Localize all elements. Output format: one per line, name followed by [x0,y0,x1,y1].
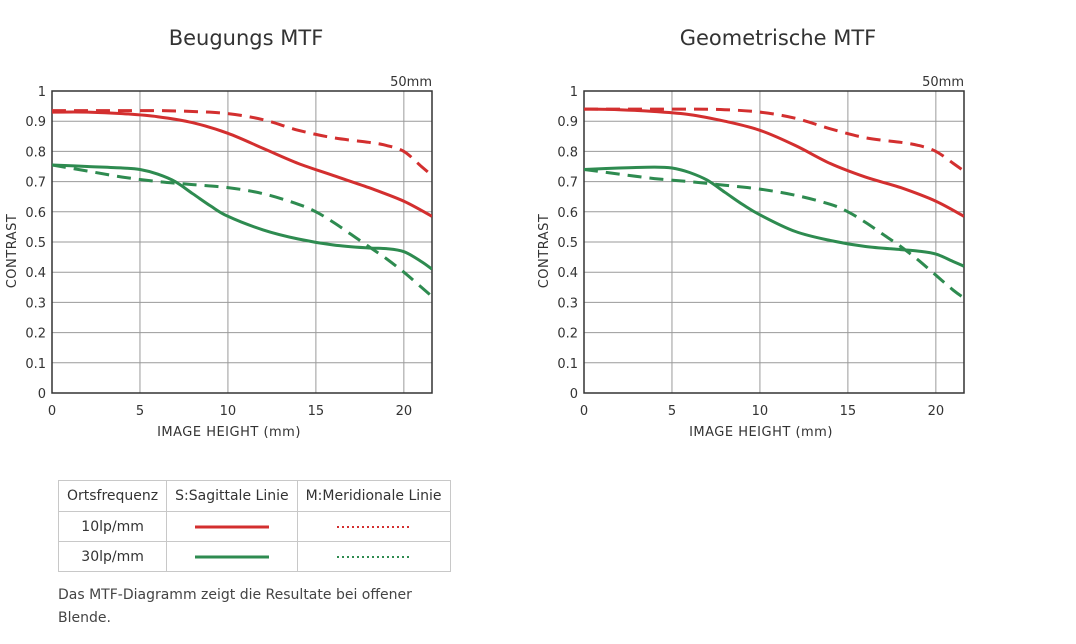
x-axis-label: IMAGE HEIGHT (mm) [689,425,833,440]
y-tick-label: 0.7 [557,176,578,191]
x-tick-label: 20 [396,404,413,419]
legend-sagittal-swatch-cell [166,511,298,542]
chart-title-diffraction: Beugungs MTF [168,26,324,50]
series-10lp-mm-s-line [52,110,432,218]
legend-sagittal-swatch-cell [166,541,298,572]
y-tick-label: 0.1 [25,357,46,372]
x-tick-label: 0 [580,404,588,419]
legend-meridional-swatch-cell [296,511,451,542]
legend-meridional-swatch-cell [296,541,451,572]
y-axis-label: CONTRAST [537,214,552,289]
legend-header-frequency: Ortsfrequenz [57,480,168,512]
y-tick-label: 0.3 [557,296,578,311]
x-tick-label: 5 [136,404,144,419]
series-30lp-mm-s-line [52,163,432,271]
y-tick-label: 0.8 [25,145,46,160]
y-tick-label: 0.3 [25,296,46,311]
legend-frequency-label: 10lp/mm [57,511,168,542]
x-tick-label: 0 [48,404,56,419]
mtf-note: Das MTF-Diagramm zeigt die Resultate bei… [58,587,412,626]
plot-frame [51,90,433,394]
legend-solid-red-swatch [194,525,269,528]
series-10lp-mm-s-line [584,107,964,218]
y-tick-label: 0.9 [25,115,46,130]
y-axis-label: CONTRAST [5,214,20,289]
legend-frequency-label: 30lp/mm [57,541,168,572]
y-tick-label: 0.5 [25,236,46,251]
x-axis-label: IMAGE HEIGHT (mm) [157,425,301,440]
legend-dotted-green-swatch [336,555,411,558]
series-30lp-mm-m-line [52,163,432,298]
series-30lp-mm-m-line [584,168,964,300]
y-tick-label: 0.2 [557,327,578,342]
y-tick-label: 0.5 [557,236,578,251]
focal-length-label: 50mm [390,75,432,90]
x-tick-label: 10 [752,404,769,419]
y-tick-label: 0.4 [25,266,46,281]
y-tick-label: 0.9 [557,115,578,130]
x-tick-label: 20 [928,404,945,419]
y-tick-label: 0.7 [25,176,46,191]
legend-header-row: Ortsfrequenz S:Sagittale Linie M:Meridio… [57,480,451,512]
y-tick-label: 0.2 [25,327,46,342]
plot-frame [583,90,965,394]
mtf-chart-diffraction: 0 5 10 15 20 0 0.1 0.2 0.3 0.4 0.5 0.6 0.7 0.8 0.9 1 IMA… [5,75,433,440]
series-30lp-mm-s-line [584,165,964,268]
y-tick-label: 0.1 [557,357,578,372]
y-tick-label: 0 [38,387,46,402]
y-tick-label: 0.8 [557,145,578,160]
focal-length-label: 50mm [922,75,964,90]
y-tick-label: 1 [38,85,46,100]
x-tick-label: 10 [220,404,237,419]
y-tick-label: 1 [570,85,578,100]
x-tick-label: 15 [308,404,325,419]
mtf-chart-geometric: 0 5 10 15 20 0 0.1 0.2 0.3 0.4 0.5 0.6 0.7 0.8 0.9 1 IMA… [537,75,965,440]
x-tick-label: 5 [668,404,676,419]
legend-row: 10lp/mm [57,511,451,542]
y-tick-label: 0 [570,387,578,402]
legend-solid-green-swatch [194,555,269,558]
series-10lp-mm-m-line [584,107,964,173]
y-tick-label: 0.6 [25,206,46,221]
legend-header-sagittal: S:Sagittale Linie [166,480,298,512]
x-tick-label: 15 [840,404,857,419]
y-tick-label: 0.4 [557,266,578,281]
legend-dotted-red-swatch [336,525,411,528]
y-tick-label: 0.6 [557,206,578,221]
legend-row: 30lp/mm [57,541,451,572]
chart-title-geometric: Geometrische MTF [679,26,877,50]
legend-table: Ortsfrequenz S:Sagittale Linie M:Meridio… [57,480,451,572]
series-10lp-mm-m-line [52,109,432,177]
legend-header-meridional: M:Meridionale Linie [296,480,451,512]
